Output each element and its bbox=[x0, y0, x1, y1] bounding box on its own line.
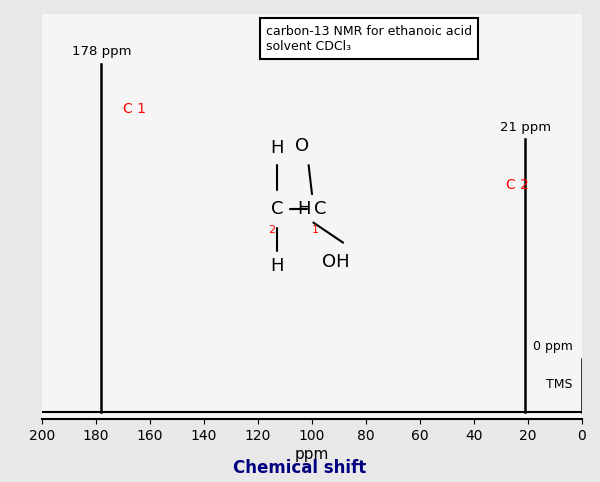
Text: 1: 1 bbox=[311, 225, 319, 235]
Text: H: H bbox=[270, 257, 284, 275]
Text: C 1: C 1 bbox=[123, 102, 146, 116]
Text: 178 ppm: 178 ppm bbox=[71, 45, 131, 58]
Text: 21 ppm: 21 ppm bbox=[500, 120, 551, 134]
Text: carbon-13 NMR for ethanoic acid
solvent CDCl₃: carbon-13 NMR for ethanoic acid solvent … bbox=[266, 25, 472, 53]
Text: TMS: TMS bbox=[546, 378, 572, 391]
Text: OH: OH bbox=[322, 253, 350, 270]
Text: H: H bbox=[270, 139, 284, 158]
Text: O: O bbox=[295, 137, 309, 155]
Text: C: C bbox=[314, 201, 326, 218]
Text: H: H bbox=[298, 201, 311, 218]
X-axis label: ppm: ppm bbox=[295, 447, 329, 462]
Text: C 2: C 2 bbox=[506, 178, 529, 192]
Text: C: C bbox=[271, 201, 283, 218]
Text: 2: 2 bbox=[268, 225, 275, 235]
Text: Chemical shift: Chemical shift bbox=[233, 459, 367, 477]
Text: 0 ppm: 0 ppm bbox=[533, 340, 572, 353]
